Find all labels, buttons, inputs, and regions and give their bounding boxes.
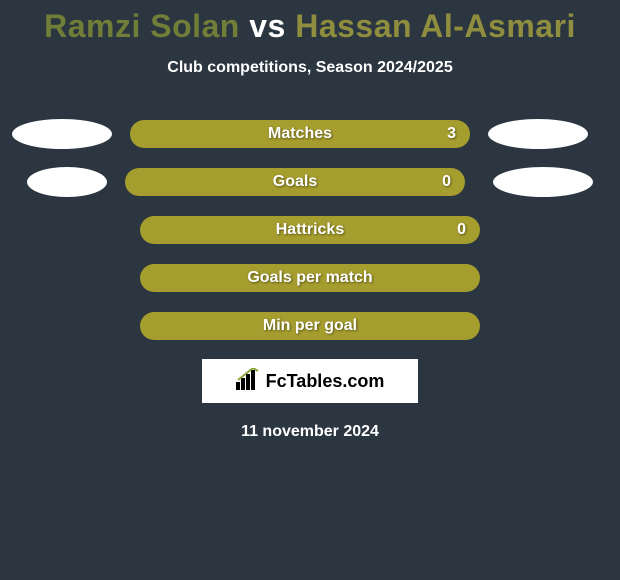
comparison-infographic: Ramzi Solan vs Hassan Al-Asmari Club com… — [0, 0, 620, 441]
stat-bar: Goals 0 — [125, 168, 465, 196]
stat-row: Goals per match — [0, 263, 620, 293]
stat-row: Goals 0 — [0, 167, 620, 197]
stat-bar: Hattricks 0 — [140, 216, 480, 244]
left-ellipse-spacer — [22, 263, 122, 293]
logo: FcTables.com — [236, 368, 385, 395]
stat-row: Matches 3 — [0, 119, 620, 149]
stat-value: 0 — [457, 221, 466, 239]
stat-label: Goals per match — [247, 269, 372, 287]
logo-text: FcTables.com — [266, 371, 385, 392]
date-text: 11 november 2024 — [0, 423, 620, 441]
logo-box: FcTables.com — [202, 359, 418, 403]
left-ellipse — [27, 167, 107, 197]
right-ellipse — [493, 167, 593, 197]
page-title: Ramzi Solan vs Hassan Al-Asmari — [0, 8, 620, 45]
left-ellipse-spacer — [22, 311, 122, 341]
right-ellipse-spacer — [498, 263, 598, 293]
right-ellipse-spacer — [498, 311, 598, 341]
stat-label: Hattricks — [276, 221, 344, 239]
stat-label: Goals — [273, 173, 317, 191]
stat-value: 3 — [447, 125, 456, 143]
stat-rows: Matches 3 Goals 0 Hattricks 0 Goals per match M… — [0, 119, 620, 341]
stat-label: Min per goal — [263, 317, 357, 335]
player1-name: Ramzi Solan — [44, 8, 240, 44]
stat-value: 0 — [442, 173, 451, 191]
bars-icon — [236, 368, 262, 395]
left-ellipse-spacer — [22, 215, 122, 245]
subtitle: Club competitions, Season 2024/2025 — [0, 59, 620, 77]
left-ellipse — [12, 119, 112, 149]
stat-row: Hattricks 0 — [0, 215, 620, 245]
right-ellipse — [488, 119, 588, 149]
right-ellipse-spacer — [498, 215, 598, 245]
stat-bar: Min per goal — [140, 312, 480, 340]
stat-bar: Matches 3 — [130, 120, 470, 148]
stat-bar: Goals per match — [140, 264, 480, 292]
stat-label: Matches — [268, 125, 332, 143]
player2-name: Hassan Al-Asmari — [295, 8, 576, 44]
vs-text: vs — [249, 8, 286, 44]
stat-row: Min per goal — [0, 311, 620, 341]
